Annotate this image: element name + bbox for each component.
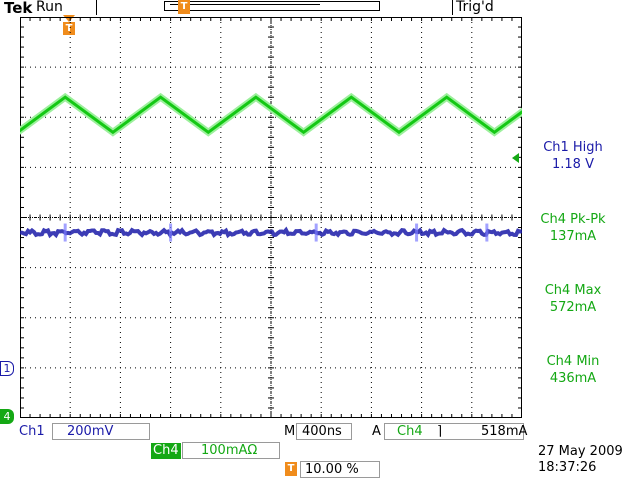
measurement-ch1-high: Ch1 High 1.18 V (518, 139, 628, 173)
measurement-ch4-pkpk: Ch4 Pk-Pk 137mA (518, 211, 628, 245)
ch4-label[interactable]: Ch4 (151, 443, 181, 459)
measurement-label: Ch1 High (543, 140, 603, 155)
measurement-label: Ch4 Max (544, 283, 602, 298)
trigger-settings-box[interactable]: Ch4 ⌉ 518mA (384, 423, 528, 440)
measurement-ch4-max: Ch4 Max 572mA (518, 282, 628, 316)
measurement-value: 1.18 V (552, 157, 594, 172)
header-divider (96, 0, 97, 15)
measurement-label: Ch4 Pk-Pk (540, 212, 606, 227)
measurement-value: 436mA (549, 371, 597, 386)
waveform-traces (20, 92, 522, 242)
measurement-value: 572mA (549, 300, 597, 315)
trigger-position-icon[interactable]: T (63, 15, 75, 37)
brand-label: Tek (4, 0, 33, 17)
run-state: Run (36, 0, 63, 15)
timebase-box[interactable]: 400ns (296, 423, 352, 440)
timebase-value: 400ns (302, 424, 342, 439)
record-window-indicator (170, 4, 320, 9)
ch1-scale-box[interactable]: 200mV (52, 423, 150, 440)
trigger-position-value: 10.00 % (305, 462, 359, 477)
ch4-scale-box[interactable]: 100mAΩ (182, 442, 280, 459)
ch4-ground-marker[interactable]: 4 (0, 409, 14, 424)
trigger-mode-label: A (372, 424, 381, 439)
trigger-marker-icon: T (178, 0, 190, 14)
trigger-level: 518mA (481, 424, 528, 439)
graticule (20, 17, 522, 418)
ch1-trace (20, 226, 522, 239)
date-label: 27 May 2009 (538, 444, 623, 459)
measurement-value: 137mA (549, 229, 597, 244)
measurement-ch4-min: Ch4 Min 436mA (518, 353, 628, 387)
trigger-source: Ch4 (397, 424, 423, 439)
timebase-label: M (284, 424, 296, 439)
trigger-position-icon-label: T (63, 22, 75, 35)
trigger-position-marker-icon: T (285, 462, 297, 476)
time-label: 18:37:26 (538, 460, 597, 475)
header-divider (452, 0, 453, 15)
ch1-scale: 200mV (67, 424, 114, 439)
measurement-label: Ch4 Min (546, 354, 600, 369)
ch1-ground-marker[interactable]: 1 (0, 361, 14, 376)
ch4-trace (20, 95, 522, 135)
trigger-slope-icon: ⌉ (437, 424, 443, 439)
ch4-level-marker (512, 153, 519, 163)
waveform-record-bar[interactable] (164, 1, 380, 11)
trigger-position-box[interactable]: 10.00 % (300, 461, 380, 478)
ch1-label[interactable]: Ch1 (19, 424, 45, 439)
trigger-state: Trig'd (456, 0, 494, 15)
ch4-scale: 100mAΩ (201, 443, 258, 458)
waveform-display[interactable] (20, 17, 522, 418)
